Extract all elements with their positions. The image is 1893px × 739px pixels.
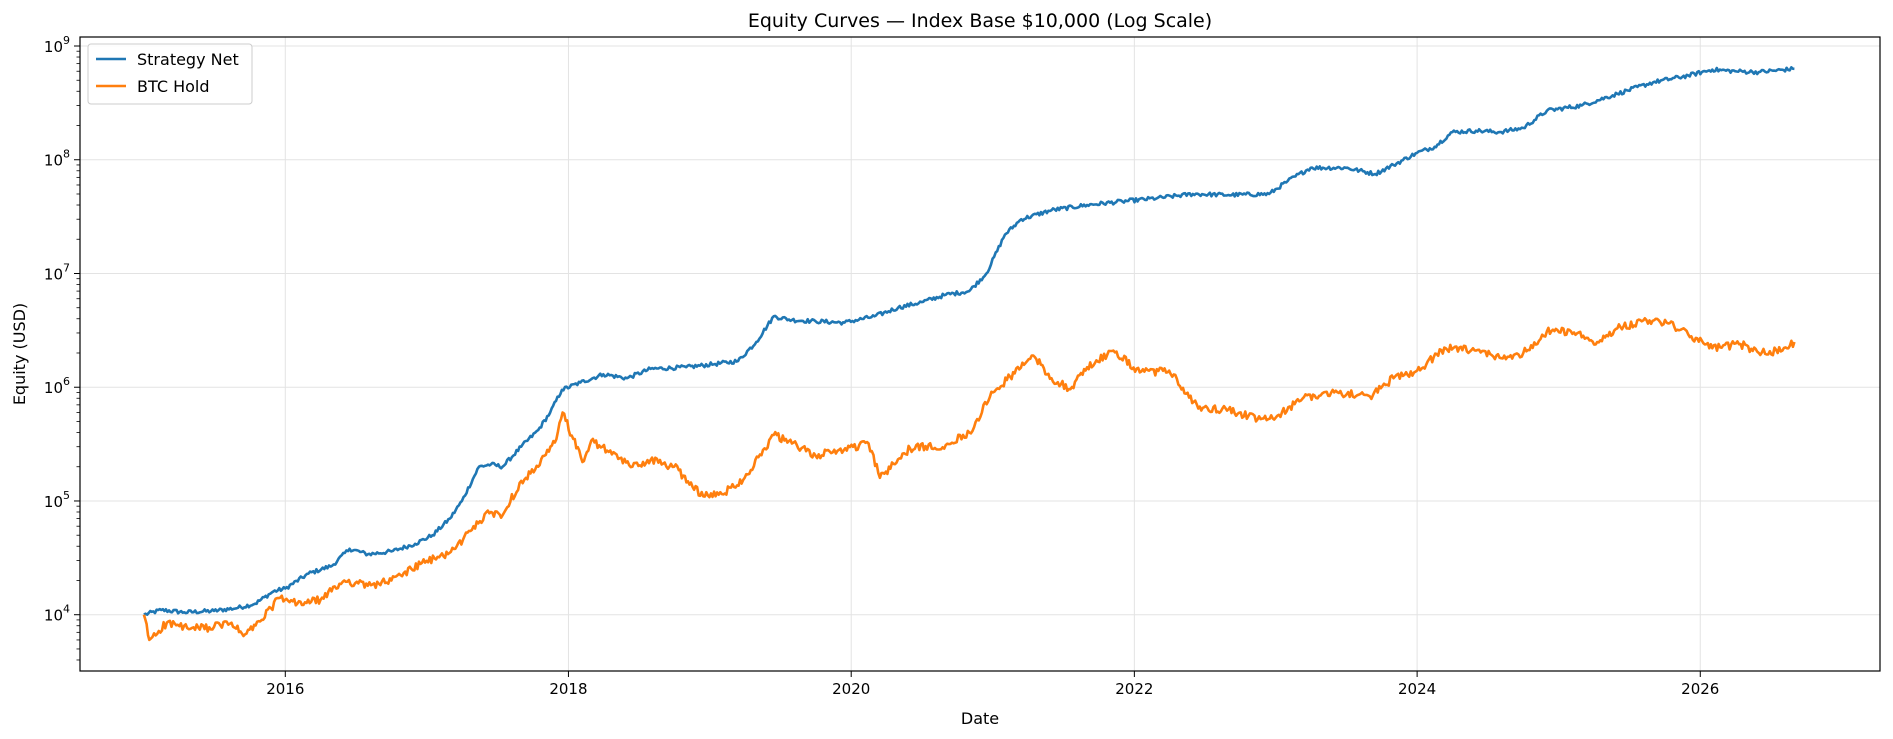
y-tick-label: 108 [44, 148, 70, 170]
legend-label: BTC Hold [137, 77, 210, 96]
grid [80, 37, 1880, 671]
chart-title: Equity Curves — Index Base $10,000 (Log … [748, 10, 1212, 32]
x-tick-label: 2024 [1398, 680, 1436, 698]
x-tick-label: 2026 [1681, 680, 1719, 698]
x-tick-label: 2016 [266, 680, 304, 698]
series-line-strategy-net [143, 66, 1795, 617]
x-tick-label: 2022 [1115, 680, 1153, 698]
x-tick-label: 2018 [549, 680, 587, 698]
plot-frame [79, 36, 1881, 672]
x-tick-label: 2020 [832, 680, 870, 698]
y-tick-label: 109 [44, 34, 70, 56]
x-axis: 2016 2018 2020 2022 2024 2026 [266, 671, 1719, 698]
y-tick-label: 106 [44, 375, 70, 397]
y-axis-label: Equity (USD) [10, 303, 29, 405]
x-axis-label: Date [961, 709, 999, 728]
series-lines [142, 66, 1796, 642]
legend-box [87, 43, 253, 105]
legend: Strategy Net BTC Hold [87, 43, 253, 105]
y-tick-label: 105 [44, 489, 70, 511]
legend-label: Strategy Net [137, 50, 239, 69]
y-axis: 104 105 106 107 108 109 [44, 34, 80, 661]
y-tick-label: 104 [44, 603, 70, 625]
series-line-btc-hold [142, 316, 1796, 642]
y-tick-label: 107 [44, 261, 70, 283]
